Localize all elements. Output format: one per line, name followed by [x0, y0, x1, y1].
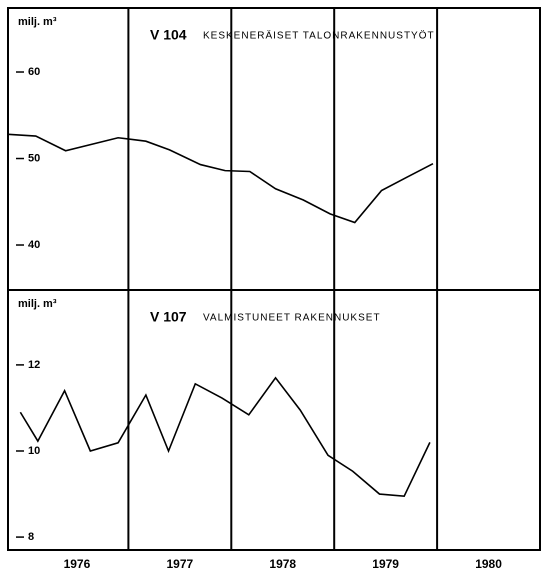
y-tick-label: 8	[28, 531, 34, 543]
title-code: V 104	[150, 27, 187, 43]
x-tick-label: 1978	[269, 557, 296, 571]
chart-title: VALMISTUNEET RAKENNUKSET	[203, 313, 381, 324]
unit-label: milj. m³	[18, 16, 57, 28]
x-tick-label: 1976	[64, 557, 91, 571]
x-tick-label: 1979	[372, 557, 399, 571]
data-line	[19, 376, 431, 498]
data-line	[7, 133, 434, 224]
title-code: V 107	[150, 309, 187, 325]
chart-title: KESKENERÄISET TALONRAKENNUSTYÖT	[203, 30, 435, 42]
y-tick-label: 60	[28, 66, 40, 78]
x-tick-label: 1980	[475, 557, 502, 571]
y-tick-label: 10	[28, 445, 40, 457]
unit-label: milj. m³	[18, 298, 57, 310]
x-tick-label: 1977	[166, 557, 193, 571]
frame	[7, 7, 541, 551]
y-tick-label: 50	[28, 152, 40, 164]
y-tick-label: 12	[28, 359, 40, 371]
y-tick-label: 40	[28, 239, 40, 251]
